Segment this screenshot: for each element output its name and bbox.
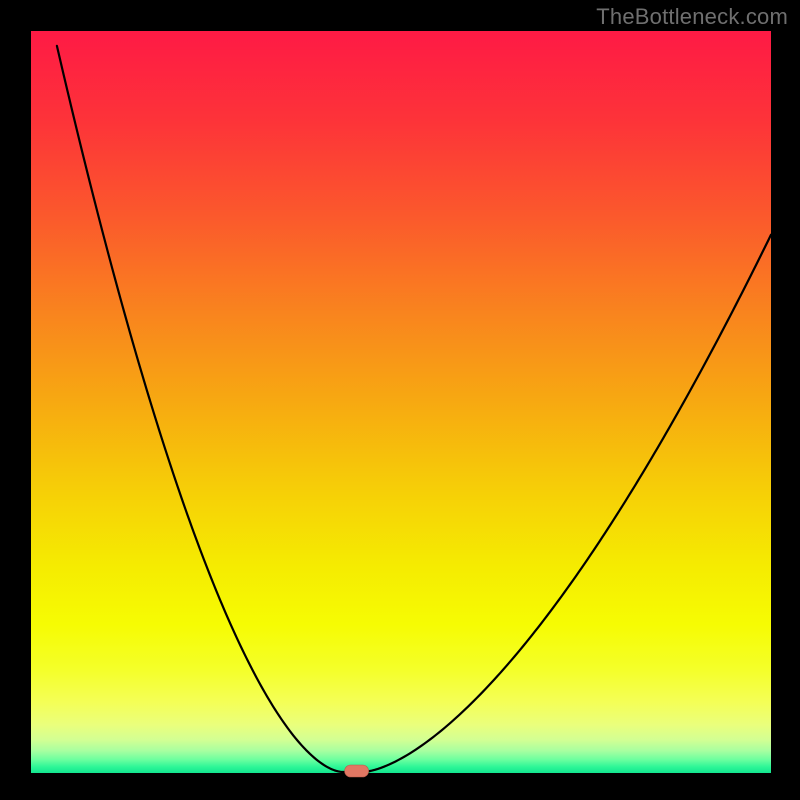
- bottleneck-chart: [0, 0, 800, 800]
- optimal-marker: [345, 765, 369, 777]
- watermark-text: TheBottleneck.com: [596, 4, 788, 30]
- chart-frame: TheBottleneck.com: [0, 0, 800, 800]
- plot-background: [31, 31, 771, 773]
